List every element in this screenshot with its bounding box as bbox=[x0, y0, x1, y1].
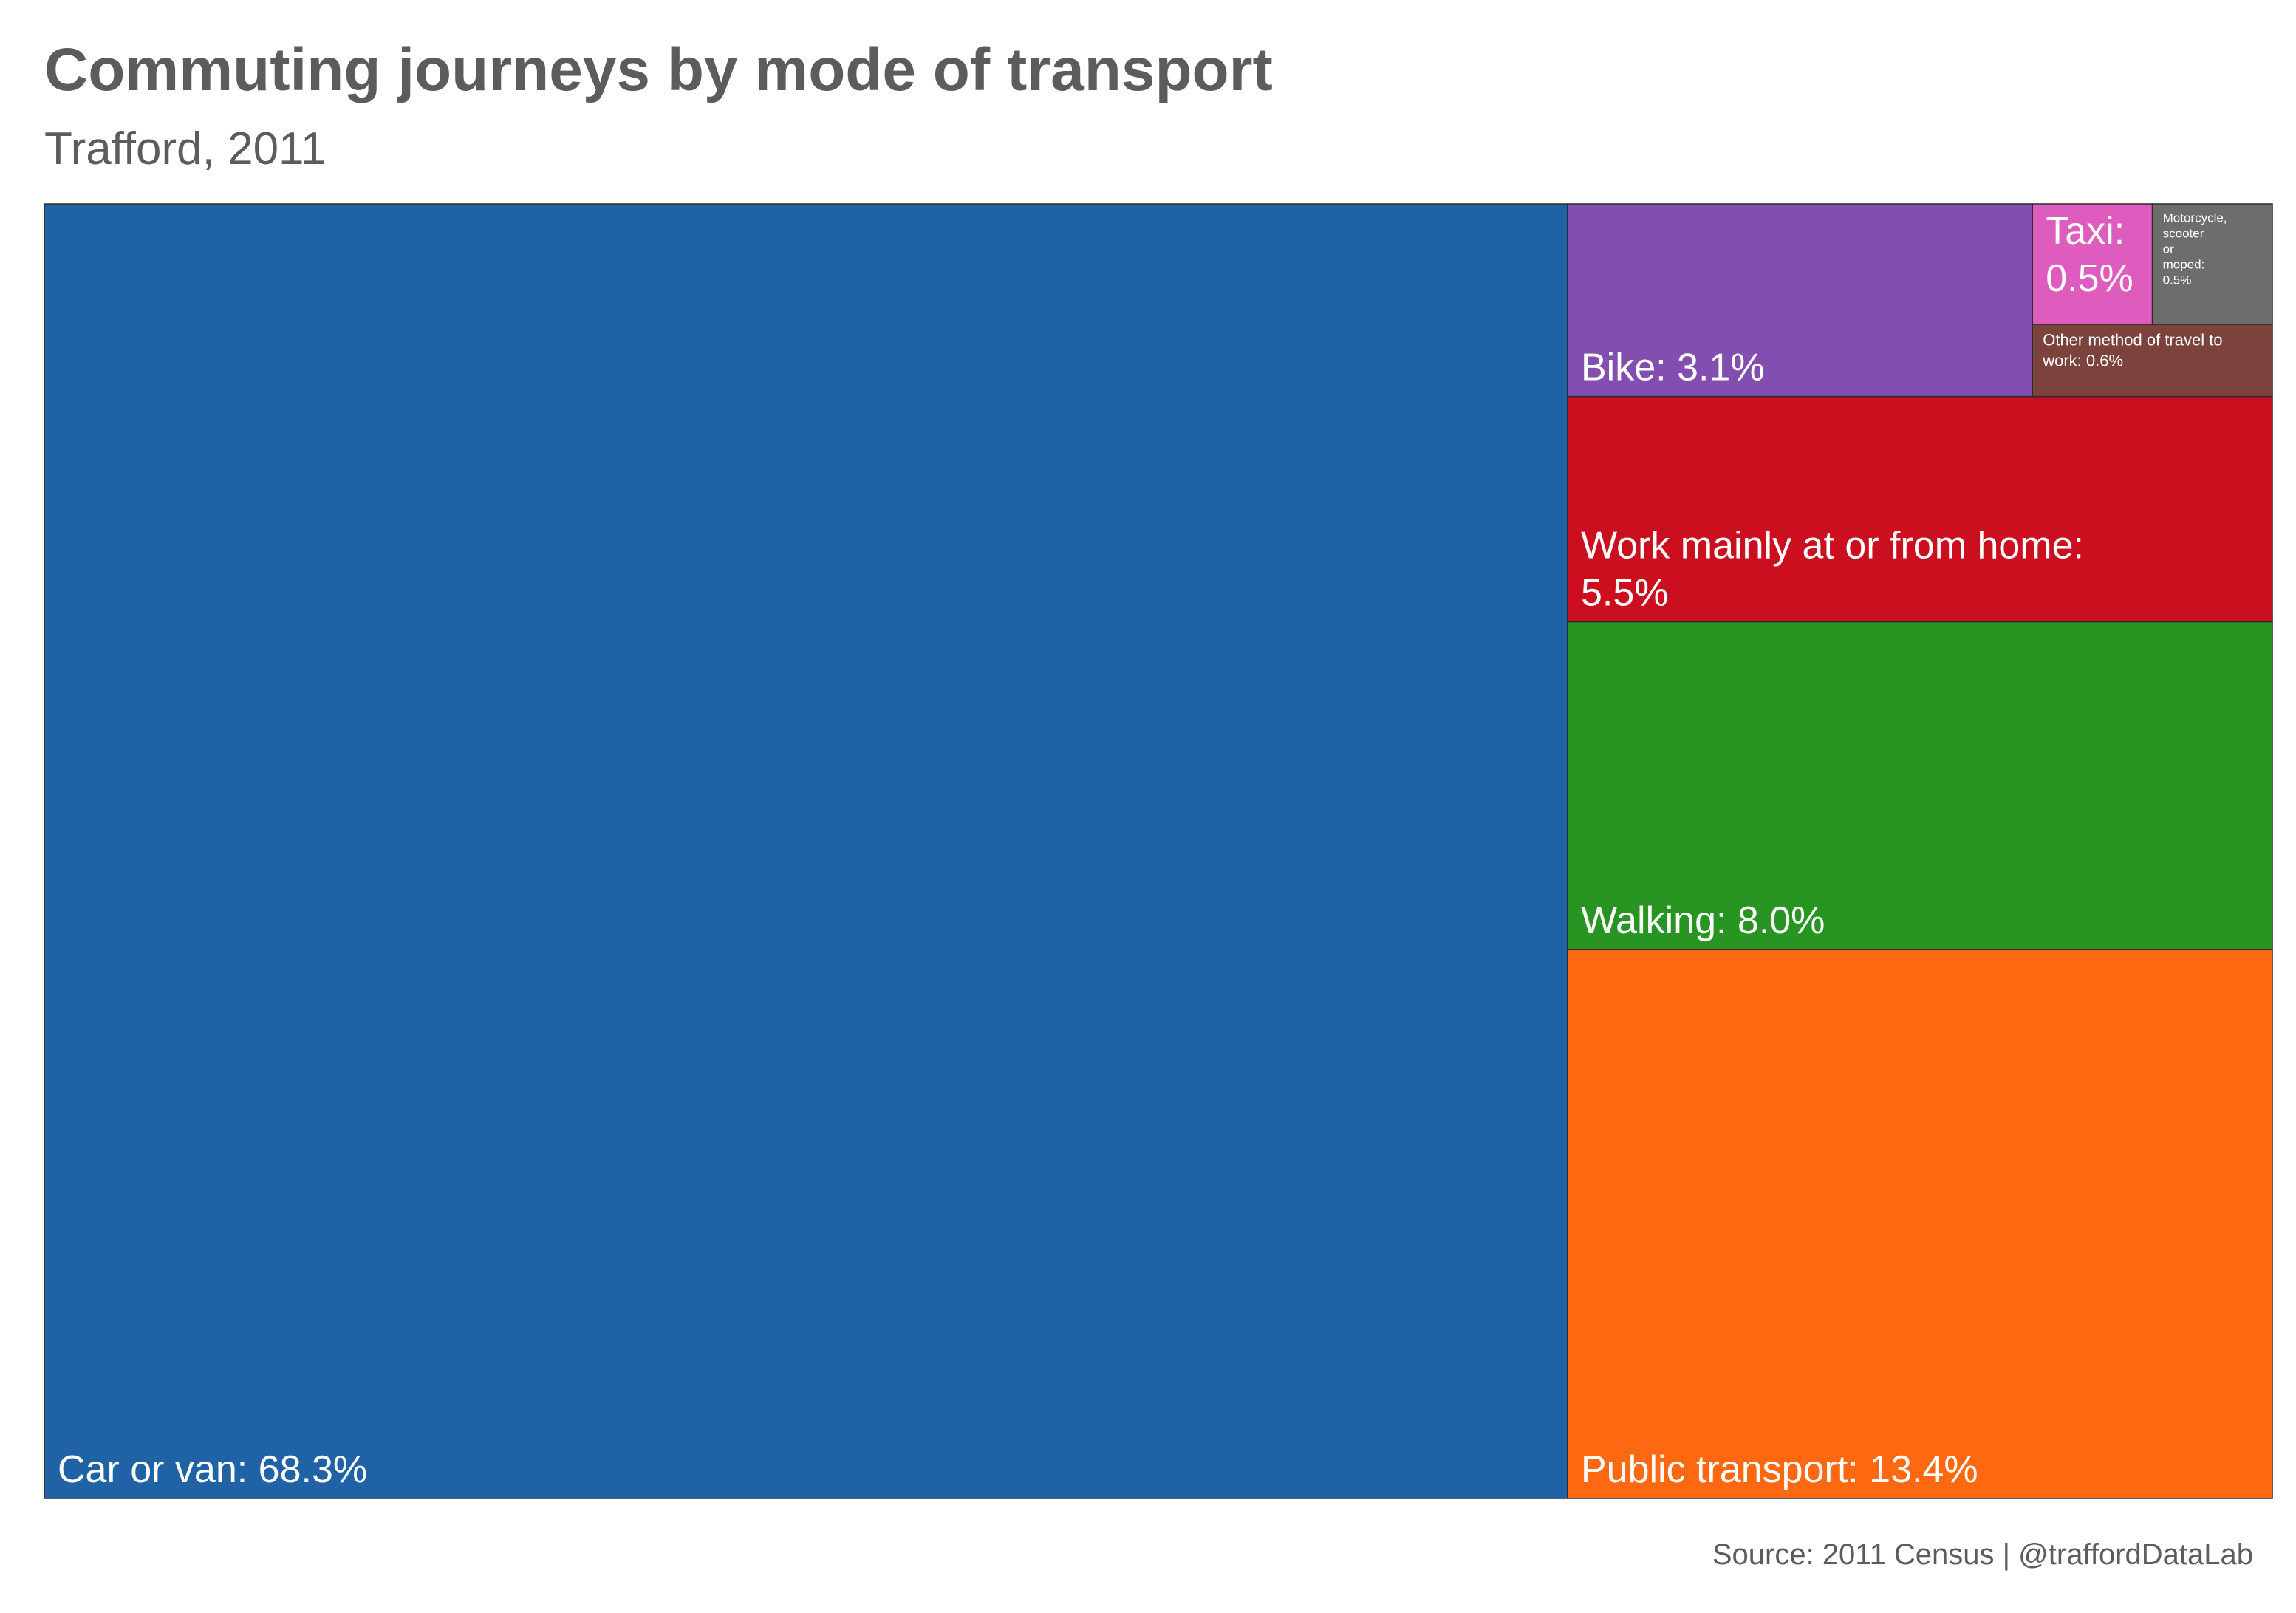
tile-label-taxi: Taxi: 0.5% bbox=[2046, 210, 2133, 300]
tile-label-line: Bike: 3.1% bbox=[1581, 347, 1765, 389]
tile-label-line: Walking: 8.0% bbox=[1581, 899, 1825, 942]
tile-label-motorcycle-scooter-or-moped: Motorcycle, scooter or moped: 0.5% bbox=[2163, 211, 2227, 287]
tile-label-line: 0.5% bbox=[2046, 257, 2133, 300]
tile-label-line: Public transport: 13.4% bbox=[1581, 1448, 1978, 1491]
tile-label-work-mainly-at-or-from-home: Work mainly at or from home: 5.5% bbox=[1581, 525, 2084, 615]
chart-caption: Source: 2011 Census | @traffordDataLab bbox=[1712, 1538, 2253, 1571]
tile-taxi bbox=[2032, 203, 2153, 325]
tile-motorcycle-scooter-or-moped bbox=[2151, 203, 2273, 325]
tile-label-line: Work mainly at or from home: bbox=[1581, 525, 2084, 567]
tile-label-bike: Bike: 3.1% bbox=[1581, 347, 1765, 389]
tile-label-walking: Walking: 8.0% bbox=[1581, 899, 1825, 942]
chart-subtitle: Trafford, 2011 bbox=[44, 123, 327, 174]
tile-label-line: Other method of travel to bbox=[2043, 331, 2222, 349]
tile-label-line: Car or van: 68.3% bbox=[58, 1448, 367, 1491]
tile-public-transport bbox=[1567, 949, 2273, 1499]
tile-label-line: work: 0.6% bbox=[2042, 352, 2123, 370]
tile-label-line: Motorcycle, bbox=[2163, 211, 2227, 225]
tile-label-line: or bbox=[2163, 242, 2174, 256]
tile-label-line: 5.5% bbox=[1581, 572, 1669, 615]
tile-label-car-or-van: Car or van: 68.3% bbox=[58, 1448, 367, 1491]
tile-label-other-method-of-travel-to-work: Other method of travel to work: 0.6% bbox=[2042, 331, 2222, 370]
tile-work-mainly-at-or-from-home bbox=[1567, 395, 2273, 623]
tile-label-line: 0.5% bbox=[2163, 273, 2192, 287]
tile-label-line: Taxi: bbox=[2046, 210, 2125, 253]
tile-car-or-van bbox=[44, 203, 1568, 1499]
tile-label-line: scooter bbox=[2163, 226, 2204, 240]
tile-bike bbox=[1567, 203, 2033, 398]
chart-title: Commuting journeys by mode of transport bbox=[44, 36, 1273, 103]
tile-walking bbox=[1567, 621, 2273, 950]
tile-label-public-transport: Public transport: 13.4% bbox=[1581, 1448, 1978, 1491]
tile-label-line: moped: bbox=[2163, 257, 2205, 271]
